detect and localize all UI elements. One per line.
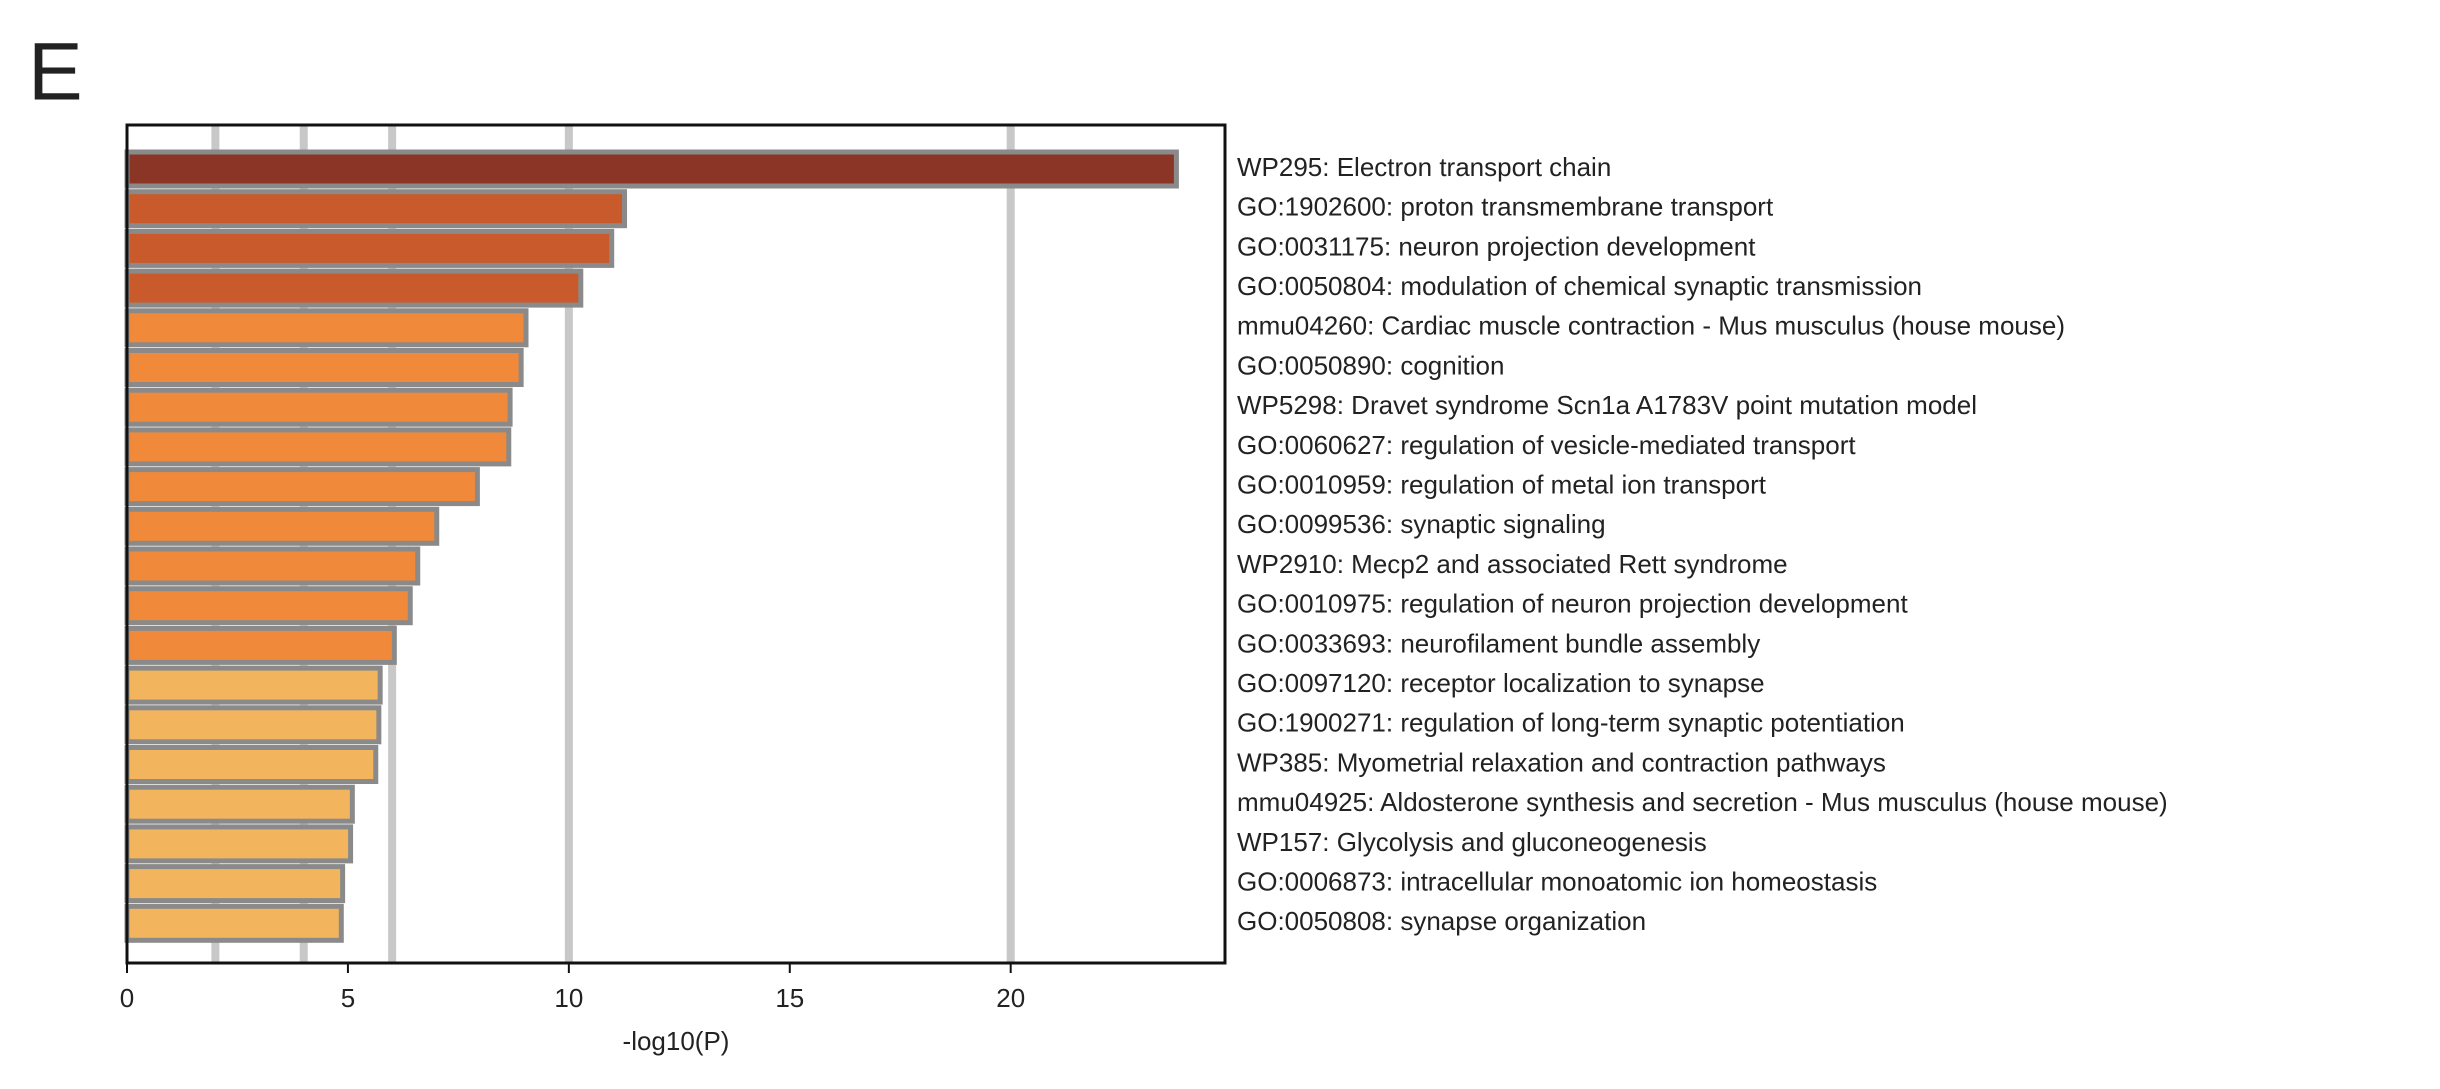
bar <box>124 308 529 348</box>
category-label: WP2910: Mecp2 and associated Rett syndro… <box>1237 549 1788 579</box>
category-label: GO:0050890: cognition <box>1237 350 1504 380</box>
plot-frame <box>125 123 1227 965</box>
bar <box>124 228 615 268</box>
bar <box>124 665 383 705</box>
x-tick-label: 20 <box>996 983 1025 1013</box>
x-tick-label: 0 <box>120 983 134 1013</box>
category-label: mmu04260: Cardiac muscle contraction - M… <box>1237 311 2065 341</box>
category-label: WP5298: Dravet syndrome Scn1a A1783V poi… <box>1237 390 1977 420</box>
bar <box>124 864 346 904</box>
category-label: GO:0050804: modulation of chemical synap… <box>1237 271 1922 301</box>
x-tick-label: 10 <box>554 983 583 1013</box>
category-label: GO:0097120: receptor localization to syn… <box>1237 668 1765 698</box>
bar <box>124 467 480 507</box>
bar <box>124 546 421 586</box>
bar <box>124 745 379 784</box>
category-label: GO:0050808: synapse organization <box>1237 906 1646 936</box>
category-label: GO:0006873: intracellular monoatomic ion… <box>1237 866 1877 896</box>
bar <box>124 586 413 626</box>
bar <box>124 625 397 665</box>
x-tick-label: 5 <box>341 983 355 1013</box>
category-label: GO:0060627: regulation of vesicle-mediat… <box>1237 430 1856 460</box>
category-label: WP385: Myometrial relaxation and contrac… <box>1237 747 1886 777</box>
bar <box>124 149 1179 189</box>
category-label: GO:0099536: synaptic signaling <box>1237 509 1606 539</box>
x-axis-label: -log10(P) <box>623 1026 730 1056</box>
category-label: GO:1902600: proton transmembrane transpo… <box>1237 192 1774 222</box>
bar <box>124 387 513 427</box>
bar <box>124 348 524 387</box>
category-label: GO:0031175: neuron projection developmen… <box>1237 231 1756 261</box>
bar <box>124 189 628 229</box>
category-label: mmu04925: Aldosterone synthesis and secr… <box>1237 787 2168 817</box>
category-label: WP157: Glycolysis and gluconeogenesis <box>1237 827 1707 857</box>
x-tick-label: 15 <box>775 983 804 1013</box>
bar <box>124 824 354 864</box>
bar <box>124 427 512 467</box>
category-label: GO:0033693: neurofilament bundle assembl… <box>1237 628 1760 658</box>
bar <box>124 784 355 824</box>
bar <box>124 506 440 546</box>
category-label: WP295: Electron transport chain <box>1237 152 1611 182</box>
category-label: GO:0010975: regulation of neuron project… <box>1237 589 1908 619</box>
category-label: GO:0010959: regulation of metal ion tran… <box>1237 469 1767 499</box>
panel-label: E <box>28 27 83 118</box>
category-label: GO:1900271: regulation of long-term syna… <box>1237 708 1905 738</box>
bar <box>124 268 584 308</box>
bar <box>124 705 382 745</box>
bar <box>124 903 344 943</box>
